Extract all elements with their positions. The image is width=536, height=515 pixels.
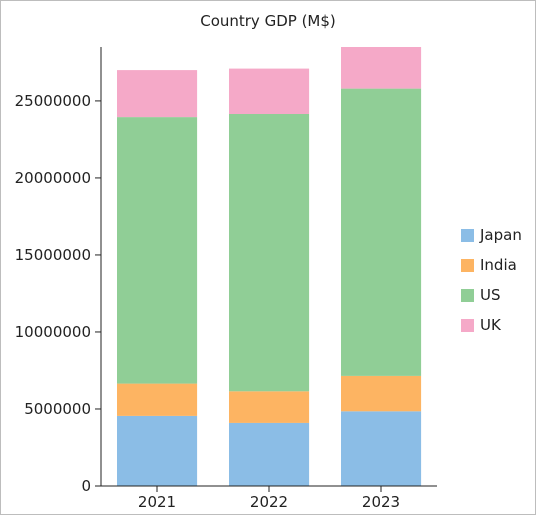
bar-japan-2023 xyxy=(341,411,422,486)
x-tick-label: 2023 xyxy=(362,493,400,511)
legend-swatch xyxy=(461,288,474,302)
bar-uk-2021 xyxy=(117,70,198,118)
bars-group xyxy=(117,47,422,486)
bar-us-2022 xyxy=(229,114,310,392)
y-tick-label: 15000000 xyxy=(15,246,91,264)
bar-india-2021 xyxy=(117,383,198,416)
legend-label: US xyxy=(480,286,501,304)
bar-uk-2022 xyxy=(229,68,310,114)
y-tick-label: 10000000 xyxy=(15,323,91,341)
y-tick-label: 5000000 xyxy=(24,400,91,418)
legend-label: Japan xyxy=(480,226,522,244)
legend-item-us: US xyxy=(461,280,522,310)
y-tick-label: 25000000 xyxy=(15,92,91,110)
bar-india-2022 xyxy=(229,391,310,423)
legend-item-india: India xyxy=(461,250,522,280)
x-tick-label: 2022 xyxy=(250,493,288,511)
x-tick-label: 2021 xyxy=(138,493,176,511)
legend-label: India xyxy=(480,256,517,274)
axes-group: 0 5000000 10000000 15000000 20000000 25000000… xyxy=(15,47,437,511)
legend-swatch xyxy=(461,258,474,272)
legend-swatch xyxy=(461,228,474,242)
legend: Japan India US UK xyxy=(461,220,522,340)
bar-india-2023 xyxy=(341,375,422,412)
legend-label: UK xyxy=(480,316,501,334)
bar-us-2023 xyxy=(341,88,422,376)
y-tick-label: 0 xyxy=(81,477,91,495)
chart-title: Country GDP (M$) xyxy=(200,12,336,30)
bar-japan-2022 xyxy=(229,422,310,486)
legend-item-uk: UK xyxy=(461,310,522,340)
bar-japan-2021 xyxy=(117,415,198,486)
legend-swatch xyxy=(461,318,474,332)
bar-uk-2023 xyxy=(341,47,422,89)
legend-item-japan: Japan xyxy=(461,220,522,250)
bar-us-2021 xyxy=(117,117,198,384)
y-tick-label: 20000000 xyxy=(15,169,91,187)
